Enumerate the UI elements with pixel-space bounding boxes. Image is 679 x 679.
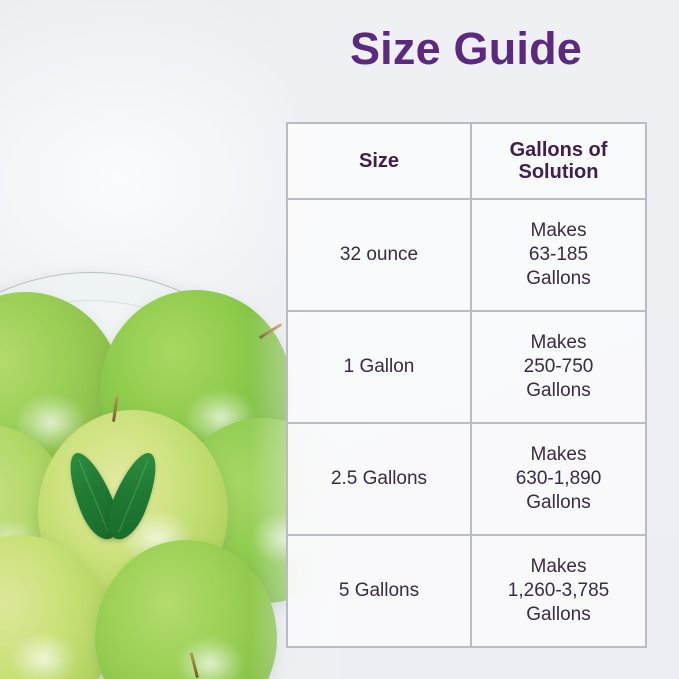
table-header: Size Gallons of Solution (286, 122, 647, 200)
column-header-size: Size (286, 122, 472, 200)
cell-gallons-line3: Gallons (526, 268, 591, 290)
cell-gallons-line1: Makes (530, 555, 587, 577)
cell-gallons: Makes 63-185 Gallons (470, 198, 647, 312)
cell-gallons-line1: Makes (530, 443, 587, 465)
column-header-gallons-line2: Solution (518, 161, 599, 183)
column-header-gallons-line1: Gallons of (509, 138, 608, 161)
cell-size: 5 Gallons (286, 534, 472, 648)
cell-size-label: 2.5 Gallons (330, 467, 428, 489)
cell-gallons-line2: 1,260-3,785 (507, 579, 610, 601)
cell-gallons-line2: 63-185 (528, 243, 589, 265)
cell-gallons: Makes 630-1,890 Gallons (470, 422, 647, 536)
cell-size: 2.5 Gallons (286, 422, 472, 536)
page-title: Size Guide (349, 23, 583, 74)
cell-size-label: 1 Gallon (343, 355, 415, 377)
table-row: 5 Gallons Makes 1,260-3,785 Gallons (286, 534, 647, 648)
table-row: 32 ounce Makes 63-185 Gallons (286, 198, 647, 312)
table-row: 1 Gallon Makes 250-750 Gallons (286, 310, 647, 424)
cell-gallons-line1: Makes (530, 331, 587, 353)
cell-gallons-line2: 630-1,890 (515, 467, 602, 489)
cell-size-label: 5 Gallons (338, 579, 420, 601)
table-header-row: Size Gallons of Solution (286, 122, 647, 200)
cell-gallons: Makes 250-750 Gallons (470, 310, 647, 424)
cell-gallons-line2: 250-750 (523, 355, 594, 377)
cell-size: 32 ounce (286, 198, 472, 312)
cell-size: 1 Gallon (286, 310, 472, 424)
cell-size-label: 32 ounce (339, 243, 419, 265)
cell-gallons: Makes 1,260-3,785 Gallons (470, 534, 647, 648)
cell-gallons-line3: Gallons (526, 492, 591, 514)
size-guide-table: Size Gallons of Solution 32 ounce Makes … (286, 122, 647, 648)
table-row: 2.5 Gallons Makes 630-1,890 Gallons (286, 422, 647, 536)
column-header-size-label: Size (358, 149, 400, 172)
table-body: 32 ounce Makes 63-185 Gallons 1 Gallon M… (286, 198, 647, 648)
cell-gallons-line3: Gallons (526, 380, 591, 402)
cell-gallons-line1: Makes (530, 219, 587, 241)
cell-gallons-line3: Gallons (526, 604, 591, 626)
column-header-gallons: Gallons of Solution (470, 122, 647, 200)
